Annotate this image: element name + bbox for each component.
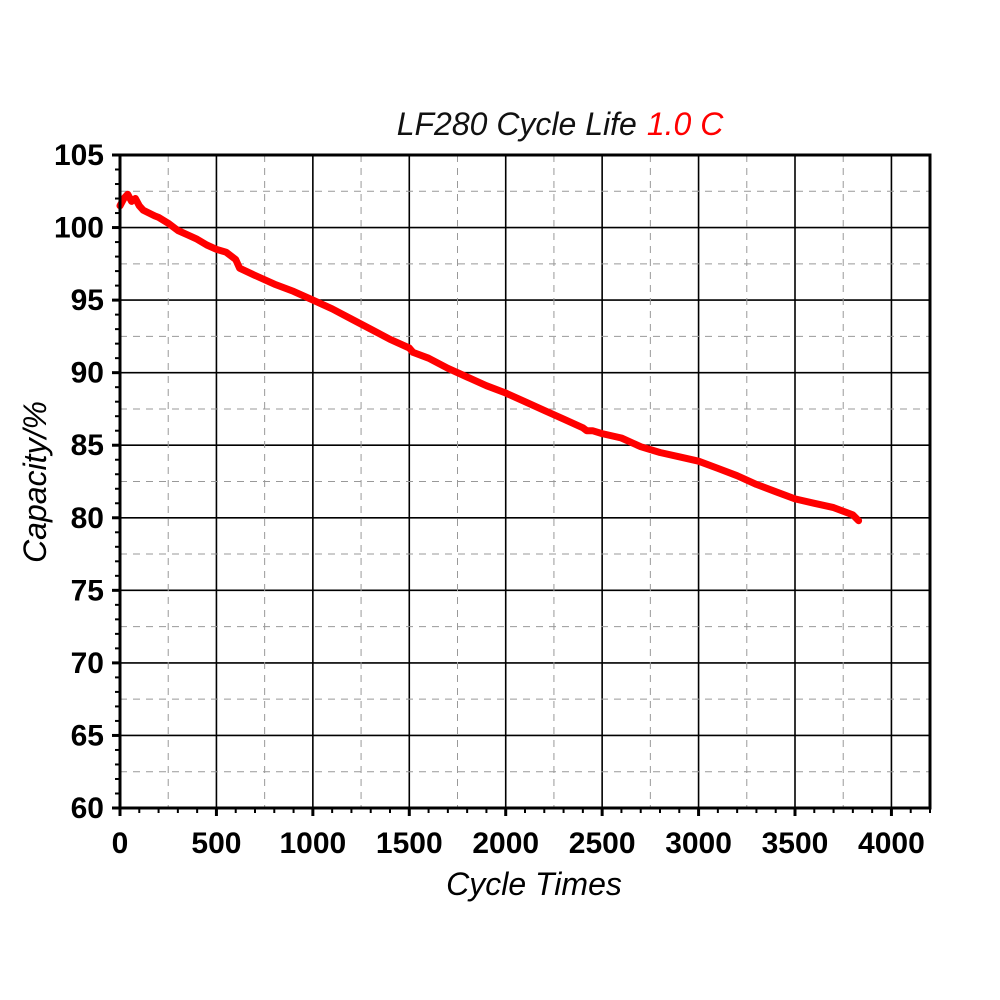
- x-tick-label: 3000: [665, 827, 732, 860]
- x-tick-label: 0: [112, 827, 129, 860]
- x-tick-label: 2000: [472, 827, 539, 860]
- y-tick-label: 95: [71, 284, 104, 317]
- x-tick-label: 4000: [858, 827, 925, 860]
- x-tick-label: 1000: [279, 827, 346, 860]
- y-tick-label: 90: [71, 357, 104, 390]
- y-axis-label: Capacity/%: [17, 401, 53, 563]
- x-tick-label: 500: [191, 827, 241, 860]
- chart-title-main: LF280 Cycle Life: [397, 106, 637, 142]
- y-tick-label: 65: [71, 719, 104, 752]
- y-tick-label: 80: [71, 502, 104, 535]
- chart-title: LF280 Cycle Life 1.0 C: [397, 106, 725, 142]
- y-tick-label: 100: [54, 212, 104, 245]
- x-tick-label: 1500: [376, 827, 443, 860]
- y-tick-label: 75: [71, 574, 104, 607]
- x-tick-label: 3500: [762, 827, 829, 860]
- y-tick-label: 60: [71, 792, 104, 825]
- chart-title-highlight: 1.0 C: [647, 106, 724, 142]
- axes: 0 500 1000 1500 2000 2500 3000 3500 4000 60 65 70 75…: [54, 139, 932, 860]
- x-tick-label: 2500: [569, 827, 636, 860]
- y-tick-label: 85: [71, 429, 104, 462]
- plot-area: [116, 190, 863, 525]
- x-axis-label: Cycle Times: [446, 866, 622, 902]
- grid: [120, 155, 930, 808]
- capacity-series-line: [116, 190, 863, 525]
- y-tick-label: 105: [54, 139, 104, 172]
- y-tick-label: 70: [71, 647, 104, 680]
